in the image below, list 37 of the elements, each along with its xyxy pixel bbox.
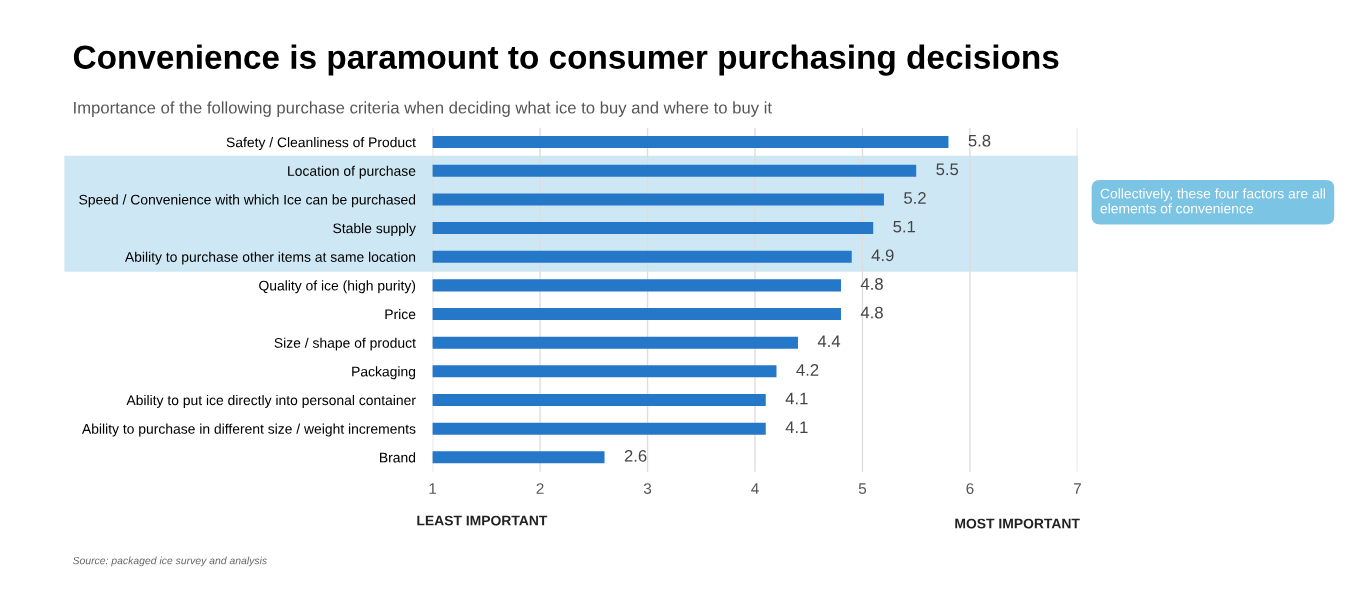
chart-title: Convenience is paramount to consumer purchasing decisions	[73, 44, 1059, 76]
y-tick-label: Ability to put ice directly into personal container	[126, 394, 416, 408]
x-tick-label: 1	[429, 483, 437, 494]
x-tick-label: 2	[536, 483, 544, 494]
source-note: Source: packaged ice survey and analysis	[72, 556, 267, 567]
data-label: 5.8	[968, 134, 991, 147]
chart-subtitle: Importance of the following purchase criteria when deciding what ice to buy and where to buy it	[74, 101, 772, 117]
x-tick-label: 7	[1073, 483, 1081, 494]
x-tick-label: 3	[643, 483, 652, 494]
y-tick-label: Ability to purchase in different size / weight increments	[81, 423, 416, 437]
data-label: 4.4	[817, 335, 841, 347]
data-label: 2.6	[624, 449, 647, 462]
y-tick-label: Size / shape of product	[274, 337, 416, 351]
y-tick-label: Price	[385, 308, 416, 320]
y-tick-label: Speed / Convenience with which Ice can be purchased	[79, 194, 416, 208]
data-label: 4.8	[860, 306, 883, 319]
data-label: 4.1	[785, 392, 808, 405]
y-tick-label: Quality of ice (high purity)	[259, 280, 416, 294]
band-label: Collectively, these four factors are all elements of convenience	[1100, 188, 1325, 214]
data-label: 4.1	[785, 421, 808, 433]
y-tick-label: Brand	[380, 452, 416, 463]
y-tick-label: Packaging	[352, 366, 416, 380]
data-label: 4.9	[871, 249, 894, 262]
data-label: 4.2	[796, 364, 819, 376]
data-label: 5.1	[893, 220, 916, 233]
x-tick-label: 5	[858, 483, 867, 494]
text: MOST IMPORTANT	[955, 518, 1080, 529]
y-tick-label: Ability to purchase other items at same location	[124, 251, 416, 265]
text: LEAST IMPORTANT	[417, 515, 548, 526]
x-tick-label: 4	[751, 483, 759, 494]
x-tick-label: 6	[966, 483, 974, 494]
y-tick-label: Location of purchase	[288, 165, 416, 179]
data-label: 4.8	[860, 278, 883, 290]
data-label: 5.5	[936, 163, 959, 176]
y-tick-label: Stable supply	[333, 223, 416, 236]
y-tick-label: Safety / Cleanliness of Product	[226, 137, 416, 150]
data-label: 5.2	[904, 192, 926, 204]
